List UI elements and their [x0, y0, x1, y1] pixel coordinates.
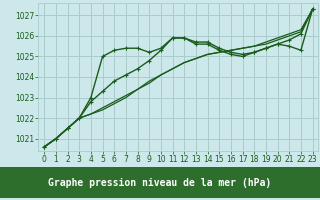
Text: Graphe pression niveau de la mer (hPa): Graphe pression niveau de la mer (hPa) [48, 177, 272, 188]
